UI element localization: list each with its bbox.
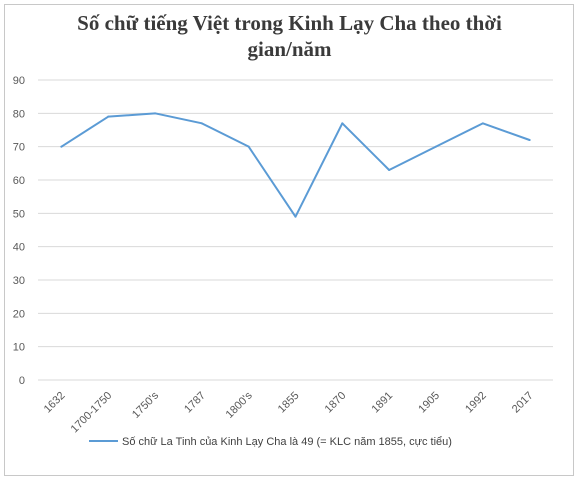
data-point <box>200 122 203 125</box>
data-point <box>528 139 531 141</box>
y-tick-label: 20 <box>13 308 25 320</box>
x-tick-label: 1787 <box>182 390 208 416</box>
series-group <box>60 112 531 218</box>
data-point <box>481 122 484 125</box>
x-tick-label: 1855 <box>276 390 302 416</box>
x-tick-label: 1700-1750 <box>69 390 115 436</box>
y-tick-label: 70 <box>13 142 25 154</box>
y-axis-ticks: 0 10 20 30 40 50 60 70 80 90 <box>13 75 25 387</box>
data-point <box>107 115 110 118</box>
x-tick-label: 1992 <box>463 390 489 416</box>
chart-title: Số chữ tiếng Việt trong Kinh Lạy Cha the… <box>0 10 579 62</box>
y-tick-label: 80 <box>13 108 25 120</box>
chart-title-line1: Số chữ tiếng Việt trong Kinh Lạy Cha the… <box>77 11 502 35</box>
data-point <box>294 215 297 218</box>
data-point <box>434 145 437 148</box>
x-tick-label: 1800's <box>224 389 256 421</box>
gridlines <box>38 79 553 381</box>
y-tick-label: 10 <box>13 342 25 354</box>
y-tick-label: 90 <box>13 75 25 87</box>
legend-label: Số chữ La Tinh của Kinh Lạy Cha là 49 (=… <box>122 436 452 448</box>
x-tick-label: 1905 <box>416 390 442 416</box>
x-axis-ticks: 1632 1700-1750 1750's 1787 1800's 1855 1870 189… <box>42 389 536 435</box>
x-tick-label: 2017 <box>510 390 536 416</box>
y-tick-label: 40 <box>13 242 25 254</box>
x-tick-label: 1870 <box>323 390 349 416</box>
data-point <box>388 169 391 171</box>
series-line <box>60 112 531 218</box>
y-tick-label: 0 <box>19 375 25 387</box>
x-tick-label: 1891 <box>369 390 395 416</box>
chart-title-line2: gian/năm <box>247 37 332 61</box>
x-tick-label: 1750's <box>130 389 162 421</box>
legend: Số chữ La Tinh của Kinh Lạy Cha là 49 (=… <box>89 436 452 448</box>
x-tick-label: 1632 <box>42 390 68 416</box>
y-tick-label: 30 <box>13 275 25 287</box>
data-point <box>247 145 250 148</box>
data-point <box>60 145 63 148</box>
y-tick-label: 50 <box>13 208 25 220</box>
chart-frame <box>4 4 574 476</box>
y-tick-label: 60 <box>13 175 25 187</box>
data-point <box>341 122 344 125</box>
data-point <box>154 112 157 115</box>
